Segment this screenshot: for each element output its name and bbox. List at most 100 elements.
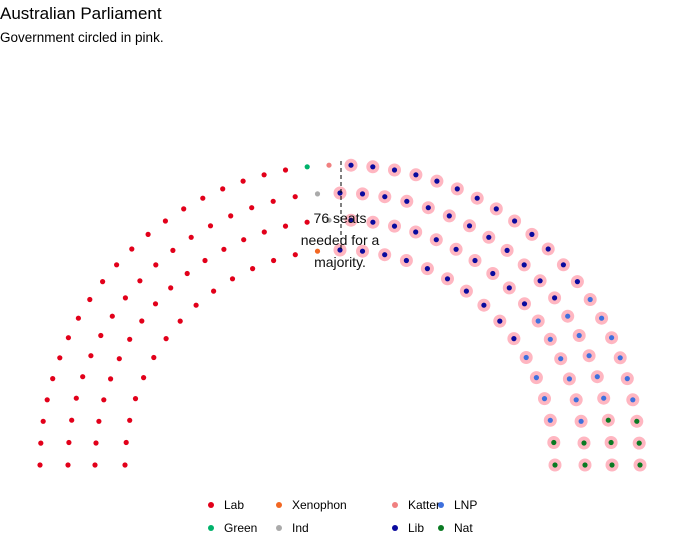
seat-lab — [66, 439, 72, 446]
seat-lnp — [617, 355, 623, 361]
seat-lib — [545, 246, 551, 252]
seat-lib — [497, 318, 503, 324]
seat-lnp — [523, 354, 529, 361]
seat-lab — [152, 301, 159, 307]
seat-lab — [44, 397, 50, 403]
seat-lab — [88, 353, 94, 359]
seat-nat — [637, 462, 643, 468]
seat-lib — [529, 231, 535, 237]
seat-lab — [181, 206, 187, 212]
seat-lab — [261, 172, 267, 178]
legend-swatch — [392, 502, 398, 508]
seat-lab — [122, 462, 128, 468]
seat-lib — [413, 229, 419, 235]
seat-lab — [123, 439, 129, 446]
seat-lab — [163, 336, 169, 342]
seat-lib — [433, 237, 439, 243]
seat-nat — [582, 462, 588, 468]
seat-lib — [537, 278, 543, 284]
legend-swatch — [276, 525, 282, 531]
seat-lnp — [630, 397, 636, 403]
seat-lab — [80, 374, 86, 380]
seat-lab — [220, 186, 226, 192]
seat-lab — [250, 266, 256, 272]
seat-lnp — [587, 296, 593, 303]
legend-swatch — [208, 502, 214, 508]
seat-lib — [424, 266, 430, 272]
seat-lib — [370, 219, 376, 225]
seat-lab — [87, 296, 93, 303]
legend-label: Katter — [408, 498, 441, 512]
seat-lnp — [533, 375, 540, 381]
seat-lab — [177, 318, 183, 324]
seat-lab — [116, 356, 122, 362]
seat-lib — [359, 248, 366, 254]
legend-label: Lab — [224, 498, 245, 512]
seat-lab — [292, 194, 298, 200]
seat-lab — [153, 262, 159, 268]
chart-title: Australian Parliament — [0, 4, 162, 23]
annotation-line-2: needed for a — [300, 232, 380, 248]
legend-label: LNP — [454, 498, 478, 512]
seat-nat — [609, 462, 615, 468]
seat-lab — [75, 315, 81, 321]
seat-lib — [359, 191, 366, 197]
seat-ind — [314, 191, 321, 197]
seat-lib — [348, 162, 354, 168]
seat-lab — [228, 213, 234, 219]
seat-lib — [504, 247, 510, 253]
seat-lib — [453, 246, 459, 252]
legend-label: Green — [224, 521, 258, 535]
seat-lab — [127, 336, 133, 342]
seat-lab — [139, 318, 145, 324]
seat-lib — [370, 164, 376, 170]
seat-lab — [261, 229, 267, 235]
seat-lib — [348, 217, 354, 223]
seat-lib — [493, 206, 499, 212]
seat-lab — [108, 376, 114, 382]
seat-lab — [96, 418, 102, 424]
seat-lab — [132, 396, 139, 402]
seat-lab — [292, 252, 298, 258]
seat-lnp — [594, 374, 600, 380]
legend-swatch — [438, 525, 444, 531]
seat-lib — [574, 279, 581, 285]
seat-lab — [127, 417, 133, 423]
seat-lab — [129, 246, 135, 252]
seat-lib — [413, 172, 419, 178]
seat-lab — [240, 178, 246, 184]
seat-lnp — [547, 336, 553, 342]
seat-nat — [634, 418, 640, 424]
seat-lib — [391, 167, 398, 173]
annotation-line-1: 76 seats — [313, 210, 367, 226]
seat-lib — [337, 190, 343, 196]
seat-lib — [391, 223, 398, 229]
seat-green — [304, 164, 310, 170]
seat-nat — [605, 417, 611, 423]
seat-lab — [137, 278, 143, 284]
seat-lib — [434, 178, 440, 184]
seat-lnp — [565, 313, 571, 319]
seat-lib — [425, 205, 431, 211]
chart-subtitle: Government circled in pink. — [0, 30, 164, 45]
seat-lib — [511, 218, 518, 224]
seat-lab — [207, 223, 214, 229]
seat-lab — [92, 462, 98, 468]
seat-nat — [551, 439, 557, 446]
seat-lab — [202, 257, 208, 264]
seat-lab — [271, 257, 277, 264]
legend-swatch — [276, 502, 282, 508]
seat-lab — [109, 313, 115, 319]
seat-nat — [552, 462, 558, 468]
seat-lab — [100, 279, 106, 285]
seat-lnp — [573, 397, 579, 403]
seat-lab — [65, 335, 71, 341]
seat-lab — [162, 218, 168, 224]
annotation-line-3: majority. — [314, 254, 366, 270]
seat-lnp — [624, 376, 630, 382]
seat-lab — [241, 237, 247, 243]
seat-katter — [326, 162, 332, 168]
seat-lab — [93, 440, 99, 446]
seat-lib — [444, 276, 451, 282]
